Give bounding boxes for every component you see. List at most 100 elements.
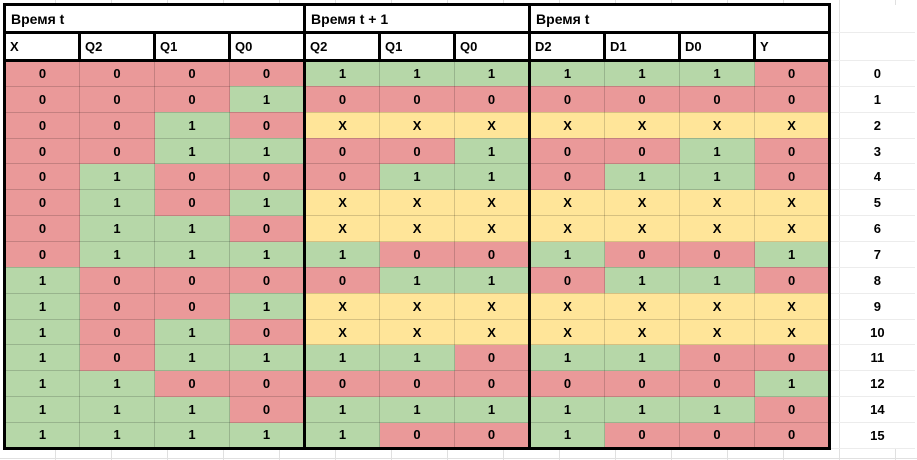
- row-number[interactable]: 1: [839, 86, 915, 113]
- data-cell[interactable]: 0: [754, 137, 832, 165]
- data-cell[interactable]: 0: [303, 163, 381, 191]
- column-header-cell-y-10[interactable]: Y: [753, 31, 832, 62]
- data-cell[interactable]: 0: [379, 422, 456, 450]
- data-cell[interactable]: X: [379, 189, 456, 217]
- margin-spacer-cell[interactable]: [829, 344, 841, 372]
- data-cell[interactable]: 0: [528, 370, 606, 398]
- data-cell[interactable]: 1: [3, 318, 80, 346]
- row-number[interactable]: 0: [839, 60, 915, 87]
- data-cell[interactable]: X: [679, 292, 756, 320]
- data-cell[interactable]: 0: [3, 137, 80, 165]
- data-cell[interactable]: 1: [79, 241, 155, 268]
- margin-spacer-cell[interactable]: [829, 60, 841, 87]
- margin-cell[interactable]: [839, 4, 915, 33]
- data-cell[interactable]: 1: [754, 370, 832, 398]
- data-cell[interactable]: 1: [228, 137, 306, 165]
- data-cell[interactable]: 0: [604, 422, 681, 450]
- data-cell[interactable]: 0: [154, 85, 230, 113]
- data-cell[interactable]: 1: [228, 189, 306, 217]
- data-cell[interactable]: 1: [3, 396, 80, 424]
- data-cell[interactable]: 0: [79, 85, 155, 113]
- data-cell[interactable]: 0: [604, 137, 681, 165]
- data-cell[interactable]: X: [604, 111, 681, 139]
- data-cell[interactable]: 1: [228, 85, 306, 113]
- data-cell[interactable]: X: [528, 215, 606, 243]
- row-number[interactable]: 7: [839, 241, 915, 268]
- row-number[interactable]: 11: [839, 344, 915, 372]
- column-header-cell-d2-7[interactable]: D2: [528, 31, 607, 62]
- data-cell[interactable]: 0: [228, 370, 306, 398]
- data-cell[interactable]: 0: [3, 241, 80, 268]
- data-cell[interactable]: 0: [679, 85, 756, 113]
- row-number[interactable]: 5: [839, 189, 915, 217]
- group-header-cell[interactable]: Время t: [528, 3, 832, 34]
- data-cell[interactable]: 1: [679, 163, 756, 191]
- data-cell[interactable]: 0: [454, 85, 531, 113]
- margin-spacer-cell[interactable]: [829, 112, 841, 139]
- column-header-cell-q2-4[interactable]: Q2: [303, 31, 382, 62]
- data-cell[interactable]: 1: [154, 344, 230, 372]
- data-cell[interactable]: 1: [528, 344, 606, 372]
- data-cell[interactable]: 0: [303, 266, 381, 294]
- data-cell[interactable]: 1: [79, 396, 155, 424]
- data-cell[interactable]: 1: [454, 60, 531, 87]
- data-cell[interactable]: 1: [454, 266, 531, 294]
- data-cell[interactable]: 0: [679, 344, 756, 372]
- data-cell[interactable]: 0: [154, 370, 230, 398]
- data-cell[interactable]: X: [679, 215, 756, 243]
- data-cell[interactable]: 0: [154, 292, 230, 320]
- row-number[interactable]: 14: [839, 396, 915, 424]
- data-cell[interactable]: 0: [79, 60, 155, 87]
- data-cell[interactable]: 1: [679, 266, 756, 294]
- data-cell[interactable]: 0: [3, 60, 80, 87]
- margin-spacer-cell[interactable]: [829, 86, 841, 113]
- data-cell[interactable]: 1: [528, 60, 606, 87]
- data-cell[interactable]: 1: [3, 266, 80, 294]
- data-cell[interactable]: 1: [303, 422, 381, 450]
- data-cell[interactable]: 0: [379, 137, 456, 165]
- row-number[interactable]: 4: [839, 163, 915, 191]
- data-cell[interactable]: 1: [379, 396, 456, 424]
- row-number[interactable]: 8: [839, 267, 915, 294]
- data-cell[interactable]: X: [454, 189, 531, 217]
- margin-spacer-cell[interactable]: [829, 215, 841, 243]
- data-cell[interactable]: 1: [154, 215, 230, 243]
- data-cell[interactable]: X: [754, 318, 832, 346]
- data-cell[interactable]: 0: [228, 60, 306, 87]
- data-cell[interactable]: 1: [228, 344, 306, 372]
- data-cell[interactable]: 1: [154, 422, 230, 450]
- column-header-cell-q0-3[interactable]: Q0: [227, 31, 307, 62]
- row-number[interactable]: 15: [839, 422, 915, 449]
- data-cell[interactable]: X: [528, 318, 606, 346]
- data-cell[interactable]: X: [303, 318, 381, 346]
- data-cell[interactable]: 1: [303, 396, 381, 424]
- data-cell[interactable]: 1: [228, 422, 306, 450]
- margin-spacer-cell[interactable]: [829, 267, 841, 294]
- data-cell[interactable]: 1: [154, 396, 230, 424]
- data-cell[interactable]: 1: [528, 422, 606, 450]
- data-cell[interactable]: 0: [754, 266, 832, 294]
- data-cell[interactable]: 0: [754, 163, 832, 191]
- data-cell[interactable]: X: [303, 215, 381, 243]
- data-cell[interactable]: 1: [3, 422, 80, 450]
- data-cell[interactable]: X: [303, 292, 381, 320]
- data-cell[interactable]: X: [754, 215, 832, 243]
- data-cell[interactable]: 0: [3, 215, 80, 243]
- data-cell[interactable]: 1: [79, 163, 155, 191]
- data-cell[interactable]: 1: [679, 137, 756, 165]
- data-cell[interactable]: 1: [604, 266, 681, 294]
- row-number[interactable]: 10: [839, 319, 915, 346]
- group-header-cell[interactable]: Время t + 1: [303, 3, 532, 34]
- data-cell[interactable]: 1: [528, 396, 606, 424]
- data-cell[interactable]: 1: [379, 266, 456, 294]
- data-cell[interactable]: 0: [454, 344, 531, 372]
- data-cell[interactable]: 1: [604, 60, 681, 87]
- margin-spacer-cell[interactable]: [829, 293, 841, 320]
- margin-spacer-cell[interactable]: [829, 163, 841, 191]
- data-cell[interactable]: 0: [454, 241, 531, 268]
- data-cell[interactable]: 1: [528, 241, 606, 268]
- data-cell[interactable]: 0: [754, 422, 832, 450]
- margin-spacer-cell[interactable]: [829, 370, 841, 398]
- data-cell[interactable]: 0: [528, 85, 606, 113]
- data-cell[interactable]: 1: [604, 344, 681, 372]
